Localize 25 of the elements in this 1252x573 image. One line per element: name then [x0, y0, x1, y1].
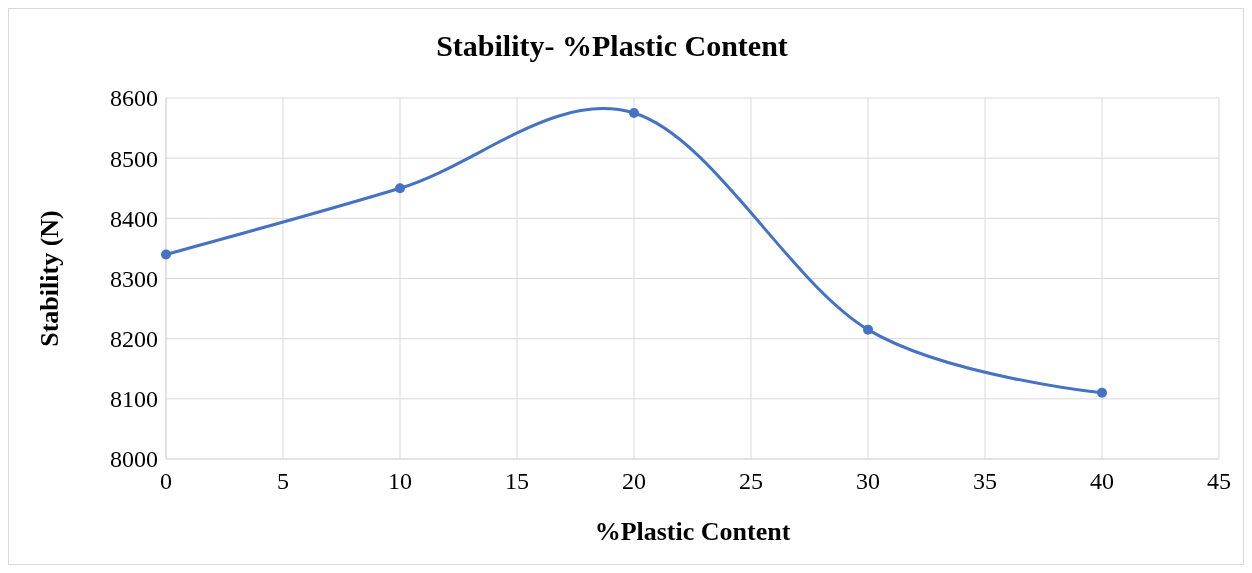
x-tick-label: 30 — [856, 468, 880, 494]
y-tick-label: 8400 — [110, 205, 158, 232]
point — [395, 183, 405, 194]
point — [1097, 387, 1107, 398]
x-tick-label: 10 — [388, 468, 412, 494]
x-tick-label: 25 — [739, 468, 763, 494]
y-tick-label: 8500 — [110, 145, 158, 172]
point — [629, 108, 639, 119]
x-tick-label: 20 — [622, 468, 646, 494]
y-tick-label: 8300 — [110, 265, 158, 292]
chart-title: Stability- %Plastic Content — [436, 29, 788, 62]
x-tick-label: 40 — [1090, 468, 1114, 494]
y-tick-label: 8600 — [110, 85, 158, 112]
point — [161, 249, 171, 260]
y-tick-label: 8000 — [110, 446, 158, 473]
y-tick-label: 8200 — [110, 326, 158, 353]
point — [863, 324, 873, 335]
x-axis-title: %Plastic Content — [594, 517, 791, 546]
x-tick-label: 35 — [973, 468, 997, 494]
y-axis-title: Stability (N) — [35, 210, 64, 347]
y-tick-label: 8100 — [110, 386, 158, 413]
x-tick-label: 0 — [160, 468, 172, 494]
x-tick-label: 45 — [1207, 468, 1231, 494]
x-tick-label: 15 — [505, 468, 529, 494]
x-tick-label: 5 — [277, 468, 289, 494]
